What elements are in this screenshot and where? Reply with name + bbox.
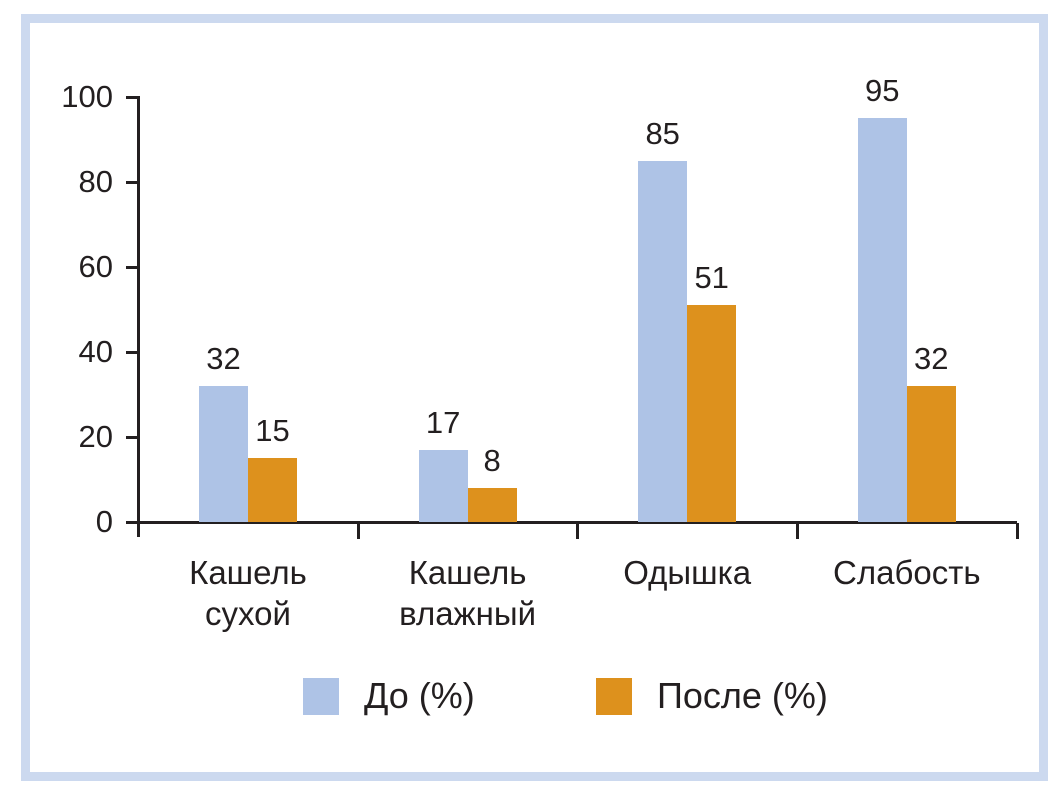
bar-before [418,450,468,522]
y-axis-tick-label: 40 [78,334,113,369]
y-axis-tick-label: 100 [61,79,113,114]
bar-value-label: 51 [694,260,729,295]
x-axis-tick [796,523,799,539]
x-axis-line [130,521,1017,524]
bar-after [467,488,517,522]
category-label: Кашель влажный [399,554,537,632]
bar-after [687,305,737,522]
y-axis-tick-label: 80 [78,164,113,199]
bar-value-label: 85 [645,116,680,151]
bar-before [857,118,907,522]
y-axis-tick [126,266,139,269]
bar-before [638,161,688,522]
x-axis-tick [576,523,580,539]
bar-value-label: 32 [206,341,241,376]
legend-swatch-before-icon [303,677,339,715]
bar-before [199,386,248,522]
x-axis-tick [356,523,360,539]
y-axis-tick [126,96,139,99]
legend-label-before: До (%) [364,675,475,716]
bar-value-label: 95 [865,73,900,108]
bar-value-label: 15 [255,413,290,448]
y-axis-tick-label: 20 [78,419,113,454]
bar-after [906,386,956,522]
category-label: Слабость [833,554,981,591]
y-axis-tick-label: 0 [95,504,113,539]
legend-label-after: После (%) [657,675,828,716]
y-axis-tick-label: 60 [78,249,113,284]
y-axis-tick [126,351,139,354]
bar-value-label: 17 [425,405,461,440]
x-axis-tick [1015,523,1019,539]
legend-item-before: До (%) [303,674,475,718]
legend-item-after: После (%) [596,674,828,718]
bar-value-label: 32 [914,341,949,376]
y-axis-line [137,96,140,537]
category-label: Кашель сухой [189,554,307,632]
bar-after [248,458,297,522]
y-axis-tick [126,181,139,184]
category-label: Одышка [623,554,752,591]
y-axis-tick [126,436,139,439]
bar-value-label: 8 [483,443,501,478]
legend-swatch-after-icon [596,677,632,715]
